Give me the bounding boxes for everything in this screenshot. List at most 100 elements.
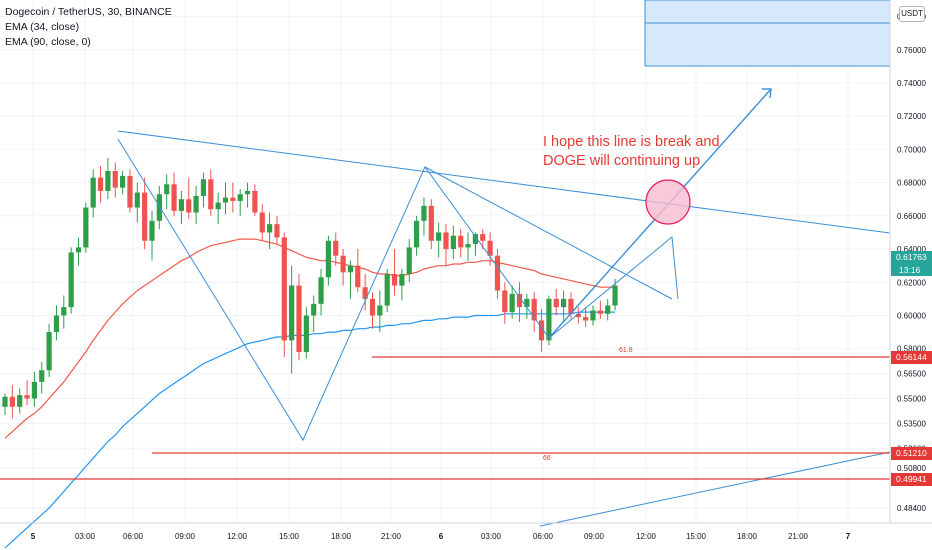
candles xyxy=(2,157,618,419)
currency-unit-button[interactable]: USDT xyxy=(899,6,925,22)
candle-body xyxy=(369,298,376,316)
candle-body xyxy=(31,381,37,399)
candle xyxy=(53,305,60,341)
candle-body xyxy=(384,273,390,306)
candle xyxy=(325,235,331,286)
time-tick-label: 09:00 xyxy=(584,532,605,541)
time-tick-label: 03:00 xyxy=(481,532,502,541)
candle xyxy=(516,282,523,323)
candle xyxy=(156,185,162,230)
trendline-upper xyxy=(117,130,891,234)
candle-body xyxy=(171,184,177,211)
candle-body xyxy=(450,235,456,250)
candle-body xyxy=(590,310,596,321)
candle-body xyxy=(208,179,214,210)
annotation-text: I hope this line is break and DOGE will … xyxy=(543,133,743,171)
candle xyxy=(259,204,265,241)
candle xyxy=(318,268,324,316)
horizontal-levels: 61.8 66 xyxy=(0,347,890,480)
time-tick-label: 06:00 xyxy=(123,532,144,541)
fib-618-label: 61.8 xyxy=(619,347,633,354)
candle-body xyxy=(553,298,559,308)
candle-body xyxy=(355,265,361,288)
candle xyxy=(384,268,390,313)
candle xyxy=(509,285,515,319)
candle xyxy=(171,172,177,216)
bar-countdown-label: 13:16 xyxy=(891,264,932,276)
candle xyxy=(164,174,170,210)
candle xyxy=(421,197,427,236)
wave-pattern xyxy=(117,138,679,442)
time-tick-label: 18:00 xyxy=(331,532,352,541)
breakout-arrow-head xyxy=(762,88,772,99)
candle-body xyxy=(68,252,74,308)
price-tick-label: 0.62000 xyxy=(897,278,926,287)
annotation-line-1: I hope this line is break and xyxy=(543,134,720,150)
candle xyxy=(215,192,221,225)
candle xyxy=(377,290,383,333)
candle-body xyxy=(480,234,486,241)
candle xyxy=(267,212,273,250)
candle-body xyxy=(39,370,45,382)
candle xyxy=(531,292,537,333)
candle xyxy=(90,169,96,218)
price-tick-label: 0.58000 xyxy=(897,345,926,354)
candle xyxy=(83,202,89,253)
symbol-title[interactable]: Dogecoin / TetherUS, 30, BINANCE xyxy=(5,6,172,18)
time-tick-label: 6 xyxy=(439,532,444,541)
ema34-legend[interactable]: EMA (34, close) xyxy=(5,21,80,33)
candle xyxy=(399,268,405,301)
time-tick-label: 03:00 xyxy=(75,532,96,541)
candle-body xyxy=(531,298,537,321)
candle-body xyxy=(127,175,133,208)
candle-body xyxy=(318,277,324,304)
candle-body xyxy=(164,184,170,195)
candle-body xyxy=(237,194,243,201)
candle-body xyxy=(428,205,434,241)
candle-body xyxy=(303,315,309,352)
candle-body xyxy=(142,192,148,241)
candle xyxy=(61,295,67,329)
candle-body xyxy=(244,190,251,195)
candle xyxy=(200,172,207,208)
candle-body xyxy=(421,205,427,221)
price-tick-label: 0.72000 xyxy=(897,112,926,121)
candle-body xyxy=(494,255,501,291)
candle xyxy=(186,177,192,220)
candle-body xyxy=(252,190,258,213)
time-axis[interactable]: 5 03:00 06:00 09:00 12:00 15:00 18:00 21:00 6 03:… xyxy=(31,532,851,541)
candle xyxy=(105,157,111,200)
breakout-circle xyxy=(645,179,691,225)
candle-body xyxy=(561,298,567,308)
candle xyxy=(296,273,302,361)
candle-body xyxy=(9,396,15,407)
candle xyxy=(590,305,596,326)
candle-body xyxy=(156,194,162,221)
candle xyxy=(237,189,243,216)
candle-body xyxy=(274,224,280,238)
candle xyxy=(538,308,545,352)
candle xyxy=(97,166,104,203)
time-tick-label: 15:00 xyxy=(279,532,300,541)
candle-body xyxy=(391,273,398,286)
candle xyxy=(24,380,30,406)
candle xyxy=(142,177,148,250)
candle-body xyxy=(97,177,104,191)
candle xyxy=(443,224,449,266)
candle-body xyxy=(612,285,618,306)
candle-body xyxy=(583,317,589,321)
ema90-legend[interactable]: EMA (90, close, 0) xyxy=(5,36,91,48)
price-tick-label: 0.76000 xyxy=(897,46,926,55)
candle xyxy=(39,361,45,394)
candle xyxy=(605,298,611,321)
candle-body xyxy=(406,247,412,274)
candle-body xyxy=(193,195,199,213)
candle xyxy=(289,265,295,374)
candle xyxy=(303,307,309,359)
candle xyxy=(553,288,559,316)
candle-body xyxy=(178,199,184,211)
candle xyxy=(333,232,339,266)
candle-body xyxy=(53,315,60,333)
time-tick-label: 7 xyxy=(846,532,851,541)
